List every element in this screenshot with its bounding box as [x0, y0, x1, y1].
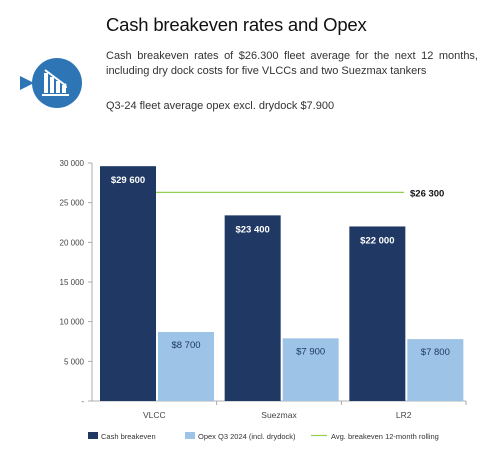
- x-tick-label: Suezmax: [261, 410, 297, 420]
- bar-cash-breakeven: [100, 166, 156, 401]
- bar-label-cash-breakeven: $29 600: [111, 175, 145, 186]
- bar-label-opex: $7 800: [421, 347, 450, 358]
- y-tick-label: 20 000: [60, 238, 85, 247]
- bar-cash-breakeven: [224, 215, 281, 401]
- page-title: Cash breakeven rates and Opex: [106, 14, 367, 35]
- description-text: Cash breakeven rates of $26.300 fleet av…: [106, 50, 478, 77]
- opex-note: Q3-24 fleet average opex excl. drydock $…: [106, 100, 335, 112]
- legend-label-opex: Opex Q3 2024 (incl. drydock): [198, 432, 296, 441]
- bar-opex: [407, 339, 464, 401]
- bar-label-opex: $8 700: [171, 340, 200, 351]
- y-tick-label: 30 000: [60, 159, 85, 168]
- y-tick-label: 10 000: [60, 318, 85, 327]
- legend-label-cash-breakeven: Cash breakeven: [101, 432, 156, 441]
- bar-opex: [158, 331, 214, 401]
- bar-opex: [282, 338, 339, 401]
- declining-bar-chart-icon: [12, 58, 82, 108]
- bar-label-cash-breakeven: $22 000: [360, 235, 394, 246]
- y-tick-label: 25 000: [60, 199, 85, 208]
- y-tick-label: -: [81, 397, 84, 406]
- x-tick-label: LR2: [396, 410, 412, 420]
- legend-swatch-cash-breakeven: [88, 432, 98, 439]
- bar-cash-breakeven: [349, 226, 406, 401]
- legend-swatch-opex: [185, 432, 195, 439]
- legend-label-avg-line: Avg. breakeven 12-month rolling: [331, 432, 439, 441]
- x-tick-label: VLCC: [143, 410, 166, 420]
- bar-label-opex: $7 900: [296, 346, 325, 357]
- avg-breakeven-label: $26 300: [410, 188, 444, 199]
- bar-label-cash-breakeven: $23 400: [235, 224, 269, 235]
- y-tick-label: 15 000: [60, 278, 85, 287]
- y-tick-label: 5 000: [64, 357, 85, 366]
